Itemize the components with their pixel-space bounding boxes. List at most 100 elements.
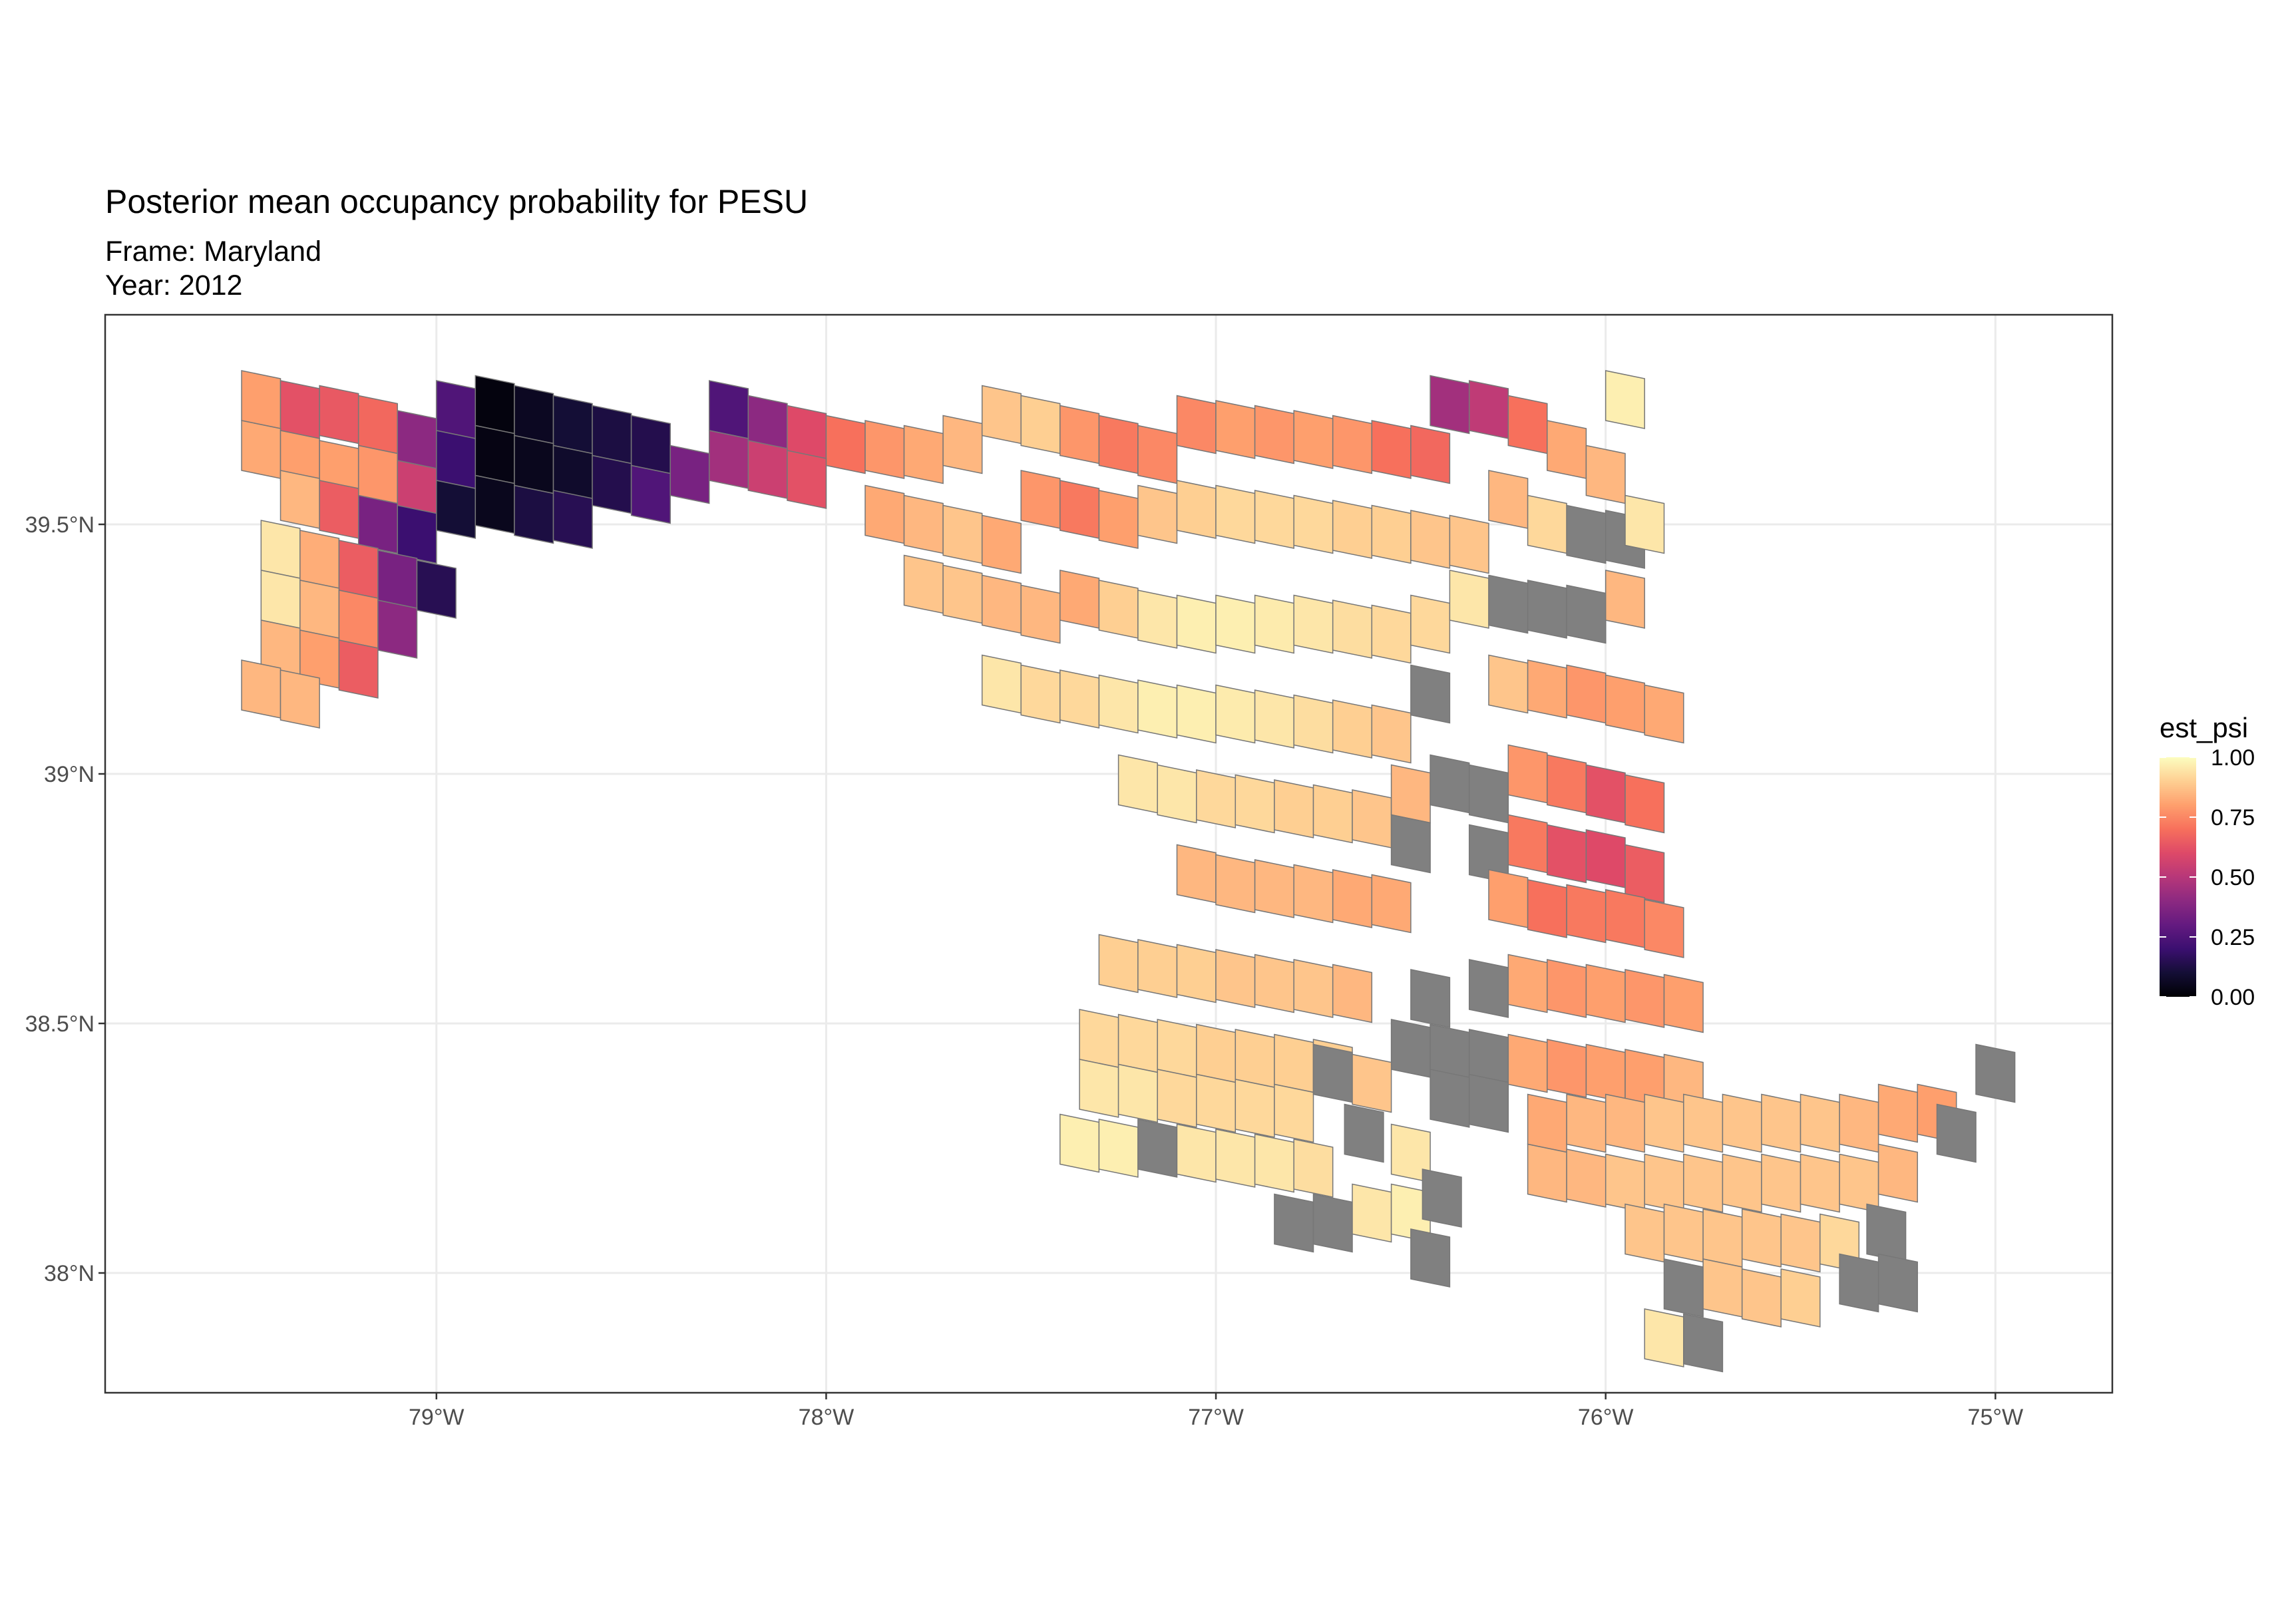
heatmap-cell — [1702, 1208, 1743, 1268]
heatmap-cell — [1644, 684, 1684, 744]
legend-tick-label: 0.75 — [2211, 805, 2255, 830]
heatmap-cell — [1605, 889, 1645, 948]
heatmap-cell — [1371, 420, 1412, 479]
heatmap-cell — [1683, 1093, 1724, 1153]
heatmap-cell — [981, 654, 1022, 714]
legend-title: est_psi — [2160, 712, 2248, 743]
heatmap-cell — [1332, 600, 1373, 659]
heatmap-cell-missing — [1866, 1203, 1907, 1263]
heatmap-cell — [1196, 1023, 1237, 1083]
heatmap-cell — [1625, 774, 1665, 834]
legend: est_psi 1.00 0.75 0.50 0.25 0.00 — [2160, 712, 2255, 1010]
heatmap-cell — [864, 420, 905, 479]
heatmap-cell — [1410, 594, 1451, 654]
heatmap-cell — [1547, 824, 1587, 884]
heatmap-cell — [1157, 1069, 1197, 1128]
heatmap-cell — [338, 639, 379, 699]
heatmap-cell-missing — [1422, 1168, 1462, 1228]
heatmap-cell — [1605, 370, 1645, 429]
heatmap-cell — [1605, 570, 1645, 629]
heatmap-cell-missing — [1566, 584, 1607, 644]
heatmap-cell — [1254, 954, 1294, 1013]
heatmap-cell — [1235, 774, 1275, 834]
heatmap-cell-missing — [1137, 1119, 1178, 1178]
heatmap-cell — [981, 385, 1022, 445]
heatmap-cell — [1312, 784, 1353, 844]
heatmap-cell — [1488, 654, 1529, 714]
x-tick-label: 75°W — [1968, 1405, 2024, 1430]
heatmap-cell — [1235, 1029, 1275, 1088]
heatmap-cell — [1215, 1129, 1256, 1188]
heatmap-cell — [864, 484, 905, 544]
heatmap-cell — [260, 520, 301, 579]
heatmap-cell — [1020, 664, 1061, 724]
heatmap-cell — [1254, 1133, 1294, 1193]
heatmap-cell — [1176, 844, 1217, 904]
heatmap-cell — [1702, 1258, 1743, 1318]
heatmap-cell-missing — [1683, 1313, 1724, 1373]
heatmap-cell — [1293, 959, 1334, 1018]
heatmap-cell — [514, 484, 554, 544]
heatmap-cell — [1235, 1079, 1275, 1138]
heatmap-cell — [514, 435, 554, 494]
heatmap-cell — [1625, 1203, 1665, 1263]
heatmap-cell — [903, 554, 944, 614]
heatmap-cell — [299, 580, 340, 639]
heatmap-cell — [1059, 1113, 1100, 1173]
heatmap-cell — [1137, 590, 1178, 649]
heatmap-cell — [708, 380, 749, 439]
heatmap-cell — [1741, 1268, 1782, 1328]
heatmap-cell — [1059, 669, 1100, 729]
heatmap-cell — [1293, 694, 1334, 754]
heatmap-cell — [1274, 1083, 1314, 1143]
heatmap-cell — [1722, 1153, 1762, 1213]
heatmap-cell — [1215, 854, 1256, 914]
legend-tick-label: 1.00 — [2211, 745, 2255, 771]
heatmap-cell — [1507, 954, 1548, 1013]
heatmap-cell — [1683, 1153, 1724, 1213]
heatmap-cell — [1332, 699, 1373, 759]
heatmap-cell-missing — [1430, 754, 1470, 814]
heatmap-cell — [1157, 764, 1197, 824]
heatmap-cell — [1800, 1153, 1840, 1213]
heatmap-cell — [1098, 415, 1139, 474]
heatmap-cell — [1839, 1153, 1879, 1213]
heatmap-cell — [1449, 514, 1489, 574]
heatmap-cell — [1098, 580, 1139, 639]
heatmap-cell — [1274, 1033, 1314, 1093]
heatmap-cell — [241, 420, 282, 479]
heatmap-cell — [1507, 395, 1548, 454]
heatmap-cell — [1117, 1013, 1158, 1073]
heatmap-cell — [1117, 1063, 1158, 1123]
heatmap-cell — [338, 590, 379, 649]
heatmap-cell — [1215, 594, 1256, 654]
heatmap-cell-missing — [1839, 1253, 1879, 1313]
heatmap-cell — [1196, 1073, 1237, 1133]
heatmap-cell — [1507, 814, 1548, 874]
heatmap-cell — [1293, 494, 1334, 554]
heatmap-cell — [1507, 1033, 1548, 1093]
heatmap-cell — [1625, 494, 1665, 554]
heatmap-cell-missing — [1527, 580, 1567, 639]
heatmap-cell — [1527, 1143, 1567, 1203]
heatmap-cell — [1800, 1093, 1840, 1153]
heatmap-cell — [1254, 405, 1294, 464]
x-tick-label: 76°W — [1578, 1405, 1634, 1430]
heatmap-cell — [1098, 934, 1139, 993]
heatmap-cell — [1332, 869, 1373, 928]
heatmap-cell-missing — [1410, 969, 1451, 1028]
heatmap-cell — [708, 430, 749, 489]
legend-ticks: 1.00 0.75 0.50 0.25 0.00 — [2160, 745, 2255, 1010]
heatmap-cell — [1390, 764, 1431, 824]
heatmap-cell — [1020, 395, 1061, 454]
heatmap-cell — [1605, 1093, 1645, 1153]
heatmap-cell — [1293, 1139, 1334, 1198]
heatmap-cell-missing — [1312, 1193, 1353, 1253]
heatmap-cell-missing — [1877, 1253, 1918, 1313]
heatmap-cell — [1332, 415, 1373, 474]
heatmap-cell — [1741, 1208, 1782, 1268]
heatmap-cell — [1098, 490, 1139, 549]
heatmap-cell-missing — [1663, 1258, 1704, 1318]
heatmap-cell — [514, 385, 554, 445]
heatmap-cell — [747, 440, 788, 499]
